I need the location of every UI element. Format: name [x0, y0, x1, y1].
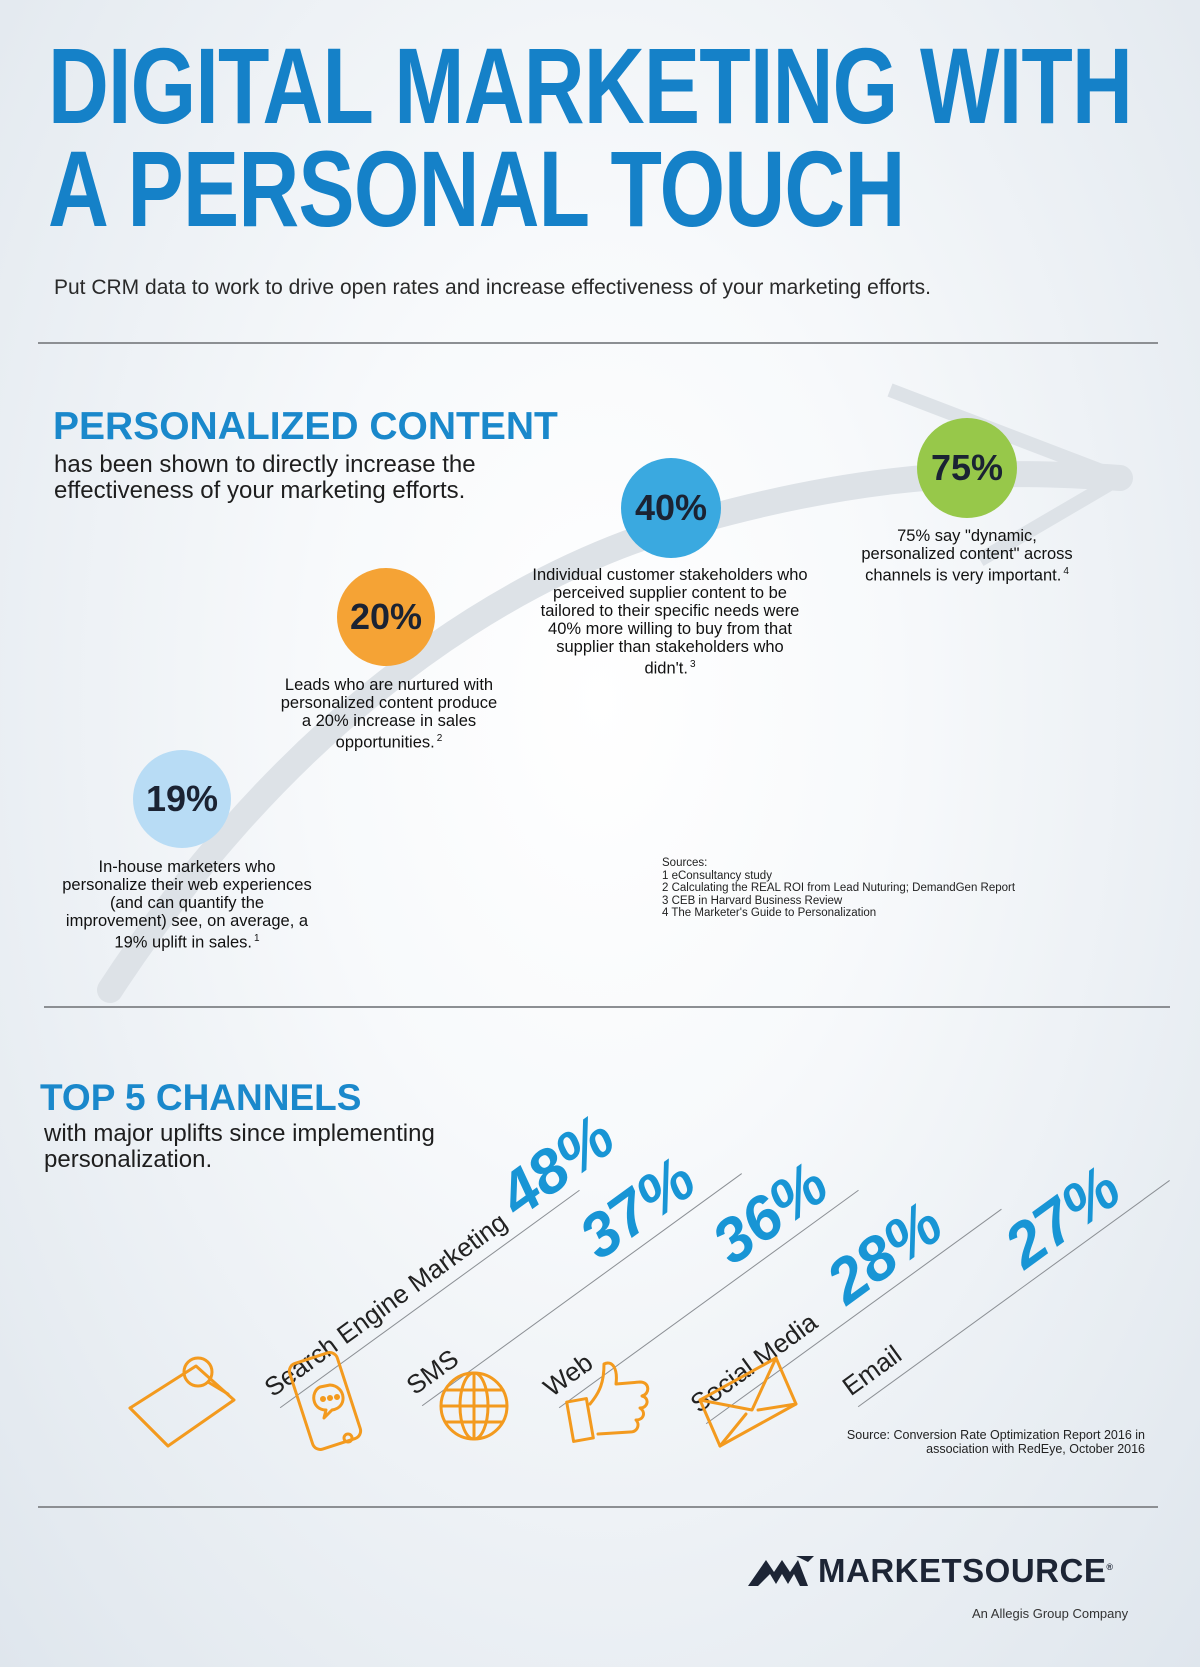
stat-text-20: Leads who are nurtured with personalized… [278, 676, 500, 752]
stat-value: 20% [349, 596, 423, 637]
phone-message-icon [287, 1351, 363, 1451]
stat-text-19: In-house marketers who personalize their… [62, 858, 312, 952]
source-item: 4 The Marketer's Guide to Personalizatio… [662, 907, 877, 919]
stat-value: 75% [930, 447, 1004, 488]
stat-circle-19: 19% [133, 750, 231, 848]
channels-heading: TOP 5 CHANNELS [40, 1077, 362, 1118]
stat-ref: 1 [254, 933, 260, 944]
sources-list: Sources: 1 eConsultancy study 2 Calculat… [662, 857, 1015, 920]
brand-tagline: An Allegis Group Company [972, 1606, 1129, 1621]
brand-name: MARKETSOURCE® [818, 1552, 1113, 1590]
stat-circle-40: 40% [621, 458, 721, 558]
source-item: 1 eConsultancy study [662, 869, 772, 882]
stat-circle-75: 75% [917, 418, 1017, 518]
stat-text-40: Individual customer stakeholders who per… [532, 566, 808, 678]
globe-icon [439, 1371, 509, 1441]
envelope-icon [698, 1356, 798, 1448]
title-line-1: DIGITAL MARKETING WITH [48, 25, 1133, 146]
marketsource-logo-icon [748, 1556, 814, 1586]
source-item: 3 CEB in Harvard Business Review [662, 894, 843, 907]
brand-text: MARKETSOURCE [818, 1552, 1107, 1589]
stat-ref: 4 [1063, 566, 1069, 577]
stat-description: In-house marketers who personalize their… [62, 858, 312, 952]
sources-title: Sources: [662, 857, 708, 869]
stat-ref: 2 [436, 733, 443, 744]
page-title: DIGITAL MARKETING WITH A PERSONAL TOUCH [48, 32, 1133, 243]
stat-ref: 3 [689, 659, 696, 670]
stat-description: Individual customer stakeholders who per… [532, 566, 808, 678]
divider-top [38, 342, 1158, 344]
page-subtitle: Put CRM data to work to drive open rates… [54, 276, 931, 299]
thumbs-up-icon [565, 1361, 650, 1443]
divider-bottom [38, 1506, 1158, 1508]
title-line-2: A PERSONAL TOUCH [48, 128, 905, 249]
source-item: 2 Calculating the REAL ROI from Lead Nut… [662, 882, 1016, 894]
personalized-subheading: has been shown to directly increase the … [54, 451, 476, 504]
stat-text-75: 75% say "dynamic, personalized content" … [852, 527, 1082, 585]
channels-source: Source: Conversion Rate Optimization Rep… [846, 1428, 1145, 1456]
stat-value: 40% [634, 487, 708, 528]
divider-middle [44, 1006, 1170, 1008]
search-laptop-icon [128, 1356, 236, 1448]
brand-registered: ® [1106, 1562, 1114, 1572]
channels-subheading: with major uplifts since implementing pe… [44, 1120, 435, 1173]
stat-description: 75% say "dynamic, personalized content" … [861, 527, 1073, 585]
stat-circle-20: 20% [337, 568, 435, 666]
personalized-heading: PERSONALIZED CONTENT [53, 405, 558, 448]
stat-value: 19% [145, 778, 219, 819]
stat-description: Leads who are nurtured with personalized… [280, 676, 498, 752]
